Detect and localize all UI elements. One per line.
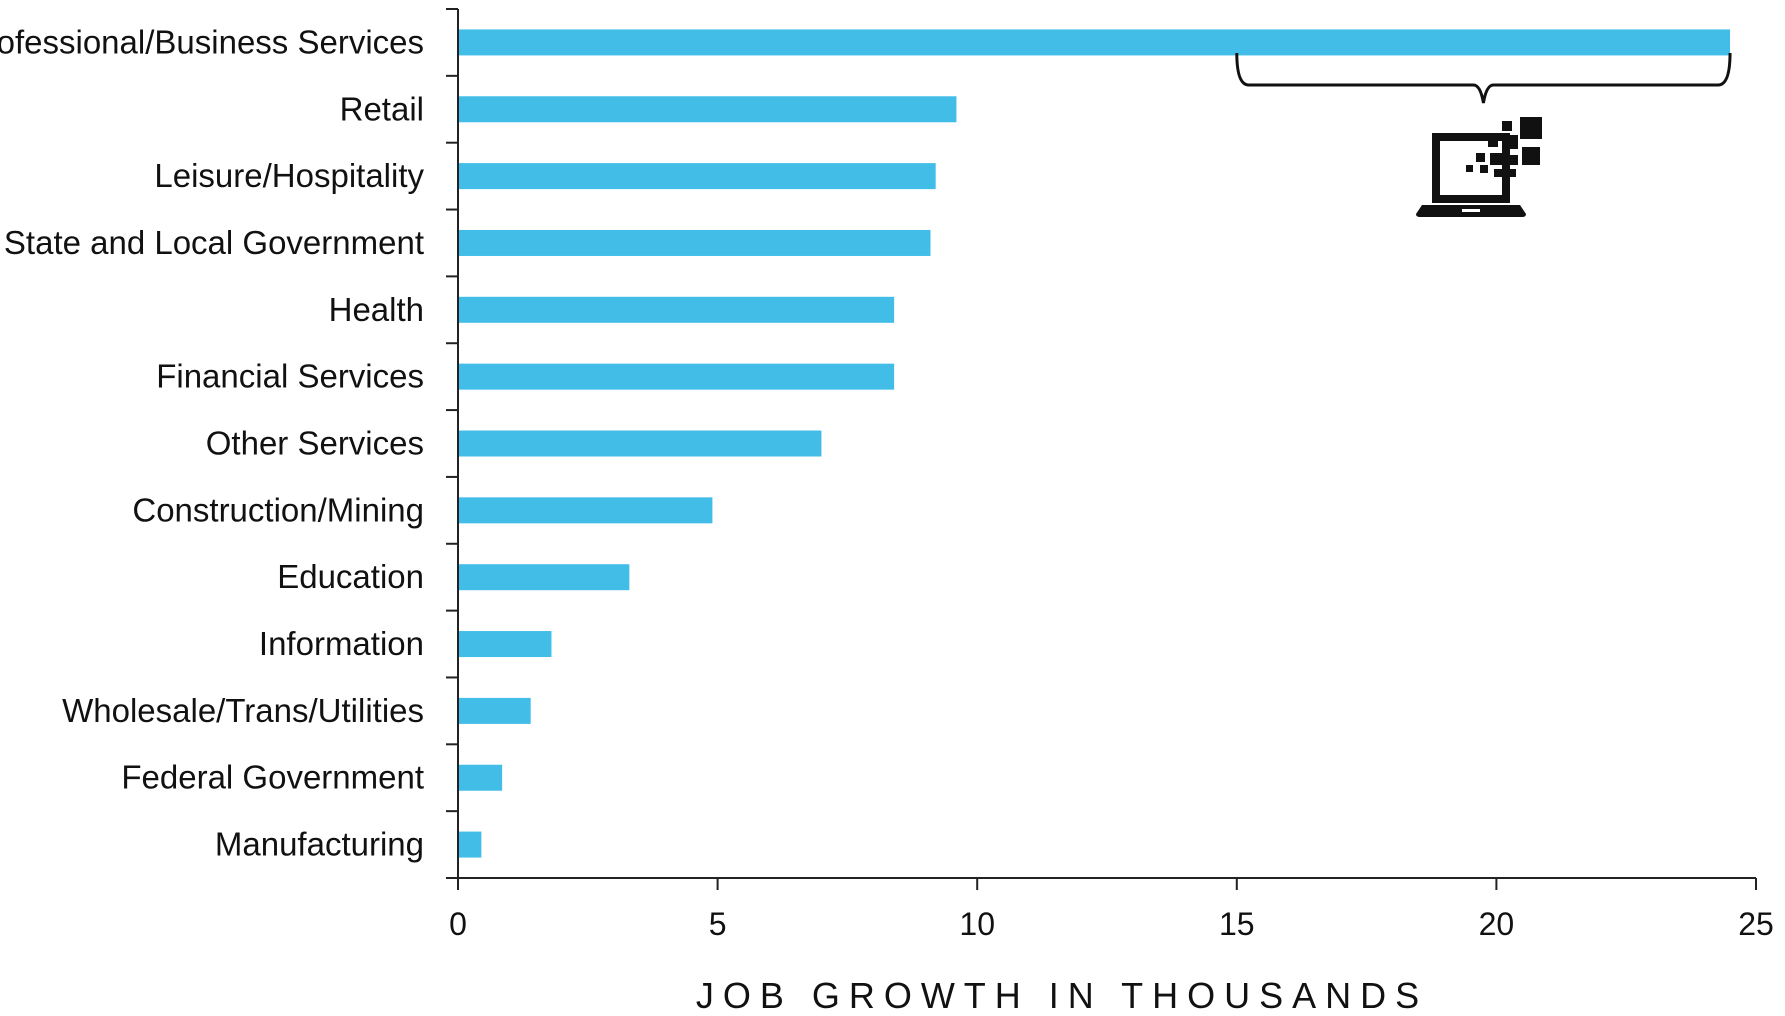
bar-1: [458, 96, 957, 123]
digital-square-5: [1490, 153, 1502, 165]
bar-7: [458, 497, 713, 524]
digital-square-0: [1520, 117, 1542, 139]
bars-layer: [458, 29, 1731, 858]
bar-10: [458, 697, 531, 724]
category-label-7: Construction/Mining: [132, 491, 424, 528]
digital-square-9: [1466, 165, 1473, 172]
category-labels-layer: Professional/Business Services Retail Leis…: [0, 23, 424, 862]
digital-square-1: [1502, 121, 1512, 131]
bar-2: [458, 163, 936, 190]
category-label-0: Professional/Business Services: [0, 23, 424, 60]
axes-layer: 0 5 10 15 20 25: [446, 8, 1774, 942]
category-label-4: Health: [329, 291, 424, 328]
bar-3: [458, 229, 931, 256]
laptop-trackpad: [1462, 209, 1480, 212]
digital-square-3: [1522, 147, 1540, 165]
category-label-10: Wholesale/Trans/Utilities: [62, 692, 424, 729]
x-tick-label-4: 20: [1479, 906, 1515, 942]
x-tick-label-1: 5: [709, 906, 727, 942]
category-label-9: Information: [259, 625, 424, 662]
category-label-8: Education: [277, 558, 424, 595]
laptop-screen: [1432, 133, 1510, 203]
x-axis-title: JOB GROWTH IN THOUSANDS: [696, 975, 1428, 1016]
bar-8: [458, 564, 630, 591]
digital-square-7: [1476, 153, 1485, 162]
category-label-2: Leisure/Hospitality: [154, 157, 424, 194]
bar-0: [458, 29, 1731, 56]
digital-square-2: [1504, 135, 1518, 149]
x-tick-label-3: 15: [1219, 906, 1255, 942]
bar-6: [458, 430, 822, 457]
bar-9: [458, 631, 552, 658]
digital-square-8: [1480, 165, 1488, 173]
category-label-5: Financial Services: [156, 358, 424, 395]
digital-square-10: [1494, 169, 1502, 177]
annotation-layer: [1235, 52, 1732, 217]
laptop-digital-icon: [1416, 117, 1542, 217]
category-label-3: State and Local Government: [4, 224, 424, 261]
category-label-1: Retail: [340, 90, 424, 127]
digital-square-6: [1508, 155, 1518, 165]
category-label-6: Other Services: [206, 425, 424, 462]
digital-square-4: [1488, 137, 1498, 147]
category-label-11: Federal Government: [121, 759, 424, 796]
category-label-12: Manufacturing: [215, 826, 424, 863]
bar-12: [458, 831, 482, 858]
bar-5: [458, 363, 895, 390]
x-tick-label-5: 25: [1738, 906, 1774, 942]
x-tick-label-0: 0: [449, 906, 467, 942]
digital-square-11: [1508, 169, 1516, 177]
bar-11: [458, 764, 503, 791]
brace-annotation: [1235, 52, 1732, 104]
bar-4: [458, 296, 895, 323]
x-tick-label-2: 10: [959, 906, 995, 942]
